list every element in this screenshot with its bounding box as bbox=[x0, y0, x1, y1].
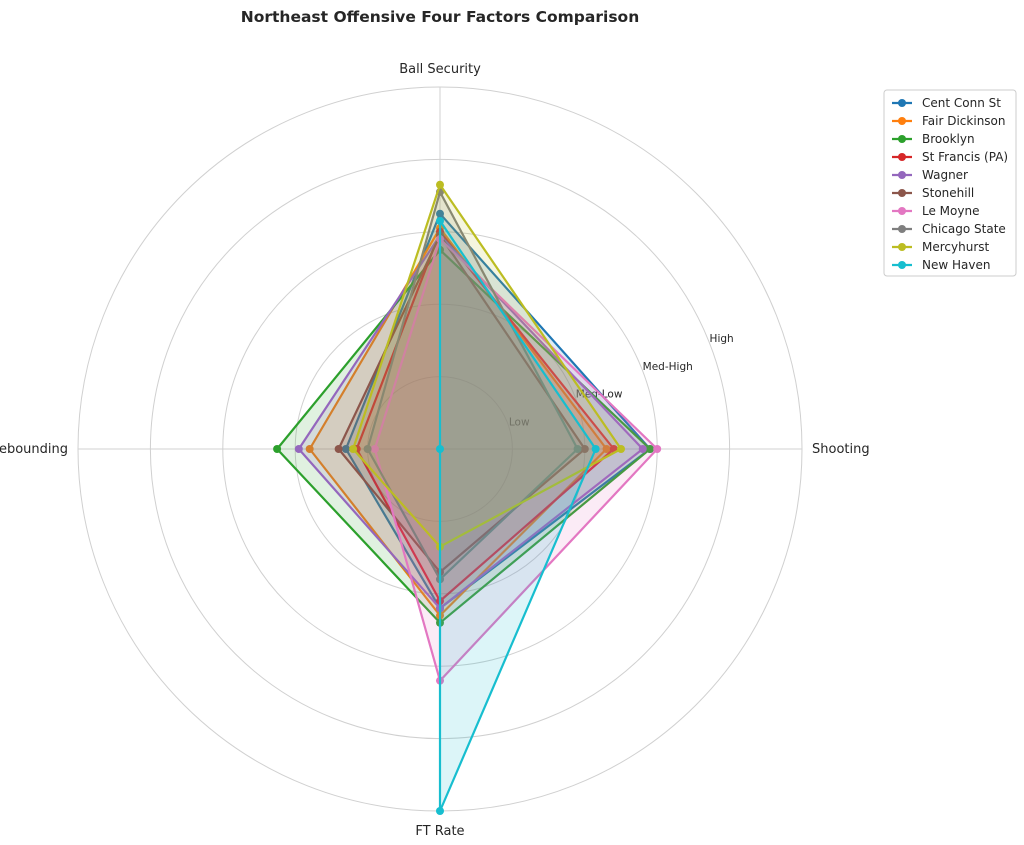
legend-label: Chicago State bbox=[922, 222, 1006, 236]
legend-swatch-marker bbox=[898, 99, 906, 107]
point-new-haven-shooting bbox=[591, 445, 600, 453]
axis-label-ft-rate: FT Rate bbox=[415, 824, 464, 839]
legend-label: New Haven bbox=[922, 258, 990, 272]
series-stonehill bbox=[334, 231, 589, 577]
point-new-haven-off-rebounding bbox=[436, 445, 444, 453]
point-mercyhurst-ball-security bbox=[436, 180, 444, 189]
legend-label: Cent Conn St bbox=[922, 96, 1001, 110]
point-mercyhurst-shooting bbox=[617, 445, 625, 453]
point-mercyhurst-off-rebounding bbox=[349, 445, 358, 453]
series-mercyhurst bbox=[349, 180, 625, 551]
ring-label-med-high: Med-High bbox=[643, 361, 693, 373]
ring-label-high: High bbox=[710, 333, 734, 345]
point-new-haven-ball-security bbox=[436, 216, 444, 225]
point-new-haven-ft-rate bbox=[436, 807, 444, 815]
legend-swatch-marker bbox=[898, 117, 906, 125]
axis-label-off-rebounding: Off Rebounding bbox=[0, 442, 68, 457]
point-le-moyne-shooting bbox=[653, 445, 662, 453]
axis-labels: Shooting Ball Security Off Rebounding FT Ra… bbox=[0, 62, 870, 839]
axis-label-shooting: Shooting bbox=[812, 442, 870, 457]
chart-title: Northeast Offensive Four Factors Compari… bbox=[241, 8, 639, 26]
legend-item-le-moyne: Le Moyne bbox=[892, 204, 979, 218]
series-fill-new-haven bbox=[440, 220, 596, 811]
legend-swatch-marker bbox=[898, 207, 906, 215]
series-fill-le-moyne bbox=[374, 239, 658, 681]
series-new-haven bbox=[436, 216, 600, 815]
legend-label: Fair Dickinson bbox=[922, 114, 1006, 128]
legend-label: Mercyhurst bbox=[922, 240, 990, 254]
legend-label: Wagner bbox=[922, 168, 968, 182]
point-le-moyne-off-rebounding bbox=[370, 445, 379, 453]
series-fill-mercyhurst bbox=[353, 184, 621, 547]
legend-swatch-marker bbox=[898, 135, 906, 143]
legend-label: Le Moyne bbox=[922, 204, 979, 218]
legend-item-st-francis-pa: St Francis (PA) bbox=[892, 150, 1008, 164]
ring-label-low: Low bbox=[509, 416, 530, 428]
legend-item-brooklyn: Brooklyn bbox=[892, 132, 975, 146]
legend-item-wagner: Wagner bbox=[892, 168, 968, 182]
point-chicago-state-off-rebounding bbox=[363, 445, 372, 453]
axis-label-ball-security: Ball Security bbox=[399, 62, 481, 77]
series-wagner bbox=[294, 231, 647, 613]
point-brooklyn-shooting bbox=[645, 445, 654, 453]
point-fair-dickinson-shooting bbox=[602, 445, 611, 453]
radar-series bbox=[273, 180, 662, 815]
series-fill-wagner bbox=[298, 235, 643, 609]
legend-item-mercyhurst: Mercyhurst bbox=[892, 240, 990, 254]
series-fill-st-francis-pa bbox=[356, 231, 614, 602]
legend-swatch-marker bbox=[898, 225, 906, 233]
legend-item-chicago-state: Chicago State bbox=[892, 222, 1006, 236]
point-chicago-state-shooting bbox=[573, 445, 582, 453]
legend-item-cent-conn-st: Cent Conn St bbox=[892, 96, 1001, 110]
legend-swatch-marker bbox=[898, 189, 906, 197]
point-stonehill-off-rebounding bbox=[334, 445, 343, 453]
point-brooklyn-off-rebounding bbox=[273, 445, 282, 453]
point-cent-conn-st-off-rebounding bbox=[341, 445, 350, 453]
point-stonehill-shooting bbox=[580, 445, 589, 453]
legend-swatch-marker bbox=[898, 261, 906, 269]
point-wagner-shooting bbox=[638, 445, 647, 453]
legend-swatch-marker bbox=[898, 243, 906, 251]
legend-swatch-marker bbox=[898, 171, 906, 179]
legend-item-new-haven: New Haven bbox=[892, 258, 990, 272]
legend-item-fair-dickinson: Fair Dickinson bbox=[892, 114, 1006, 128]
legend: Cent Conn St Fair Dickinson Brooklyn St Fra… bbox=[883, 89, 1017, 277]
point-wagner-off-rebounding bbox=[294, 445, 303, 453]
series-fill-cent-conn-st bbox=[345, 213, 650, 609]
point-fair-dickinson-off-rebounding bbox=[305, 445, 314, 453]
legend-label: St Francis (PA) bbox=[922, 150, 1008, 164]
legend-label: Stonehill bbox=[922, 186, 974, 200]
series-fill-chicago-state bbox=[367, 192, 578, 580]
series-le-moyne bbox=[370, 235, 662, 685]
point-cent-conn-st-ball-security bbox=[436, 209, 444, 218]
legend-swatch-marker bbox=[898, 153, 906, 161]
legend-frame bbox=[883, 89, 1017, 277]
legend-label: Brooklyn bbox=[922, 132, 975, 146]
legend-item-stonehill: Stonehill bbox=[892, 186, 974, 200]
